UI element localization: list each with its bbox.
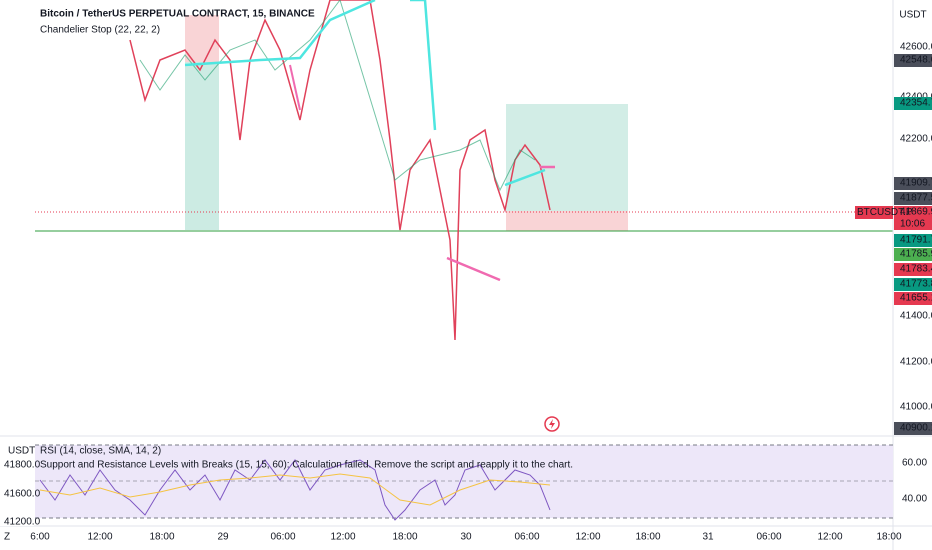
price-badge-label: 41877.5 bbox=[900, 193, 932, 204]
price-badge bbox=[894, 248, 932, 261]
price-badge bbox=[894, 234, 932, 247]
legend-symbol: Bitcoin / TetherUS PERPETUAL CONTRACT, 1… bbox=[40, 9, 315, 20]
price-badge bbox=[894, 263, 932, 276]
chandelier-line bbox=[410, 0, 437, 131]
rsi-tick: 40.00 bbox=[902, 494, 927, 505]
symbol-label: BTCUSDT.P bbox=[857, 207, 913, 218]
price-badge-label: 40900.1 bbox=[900, 423, 932, 434]
price-badge-label: 41655.1 bbox=[900, 293, 932, 304]
price-badge bbox=[894, 177, 932, 190]
price-badge bbox=[894, 422, 932, 435]
price-tick: 41400.0 bbox=[900, 311, 932, 322]
corner-button: Z bbox=[4, 532, 10, 543]
price-series bbox=[139, 0, 536, 192]
price-badge bbox=[894, 278, 932, 291]
left-tick: 41600.0 bbox=[4, 489, 41, 500]
time-label: 18:00 bbox=[876, 532, 901, 543]
alert-icon bbox=[549, 419, 555, 429]
target-zone bbox=[506, 104, 628, 211]
price-badge bbox=[894, 192, 932, 205]
price-tick: 41000.0 bbox=[900, 402, 932, 413]
time-label: 18:00 bbox=[149, 532, 174, 543]
time-label: 6:00 bbox=[30, 532, 50, 543]
rsi-ma bbox=[39, 473, 551, 506]
time-label: 06:00 bbox=[514, 532, 539, 543]
price-badge-label: 41791.7 bbox=[900, 235, 932, 246]
symbol-badge bbox=[855, 206, 893, 219]
time-label: 18:00 bbox=[635, 532, 660, 543]
price-badge-label: 41773.8 bbox=[900, 279, 932, 290]
left-scale bbox=[0, 440, 34, 526]
price-currency: USDT bbox=[899, 10, 926, 21]
time-label: 31 bbox=[702, 532, 714, 543]
time-label: 12:00 bbox=[330, 532, 355, 543]
price-badge-label: 41785.9 bbox=[900, 249, 932, 260]
price-badge bbox=[894, 54, 932, 67]
left-tick: 41800.0 bbox=[4, 460, 41, 471]
chandelier-line bbox=[504, 168, 546, 187]
rsi-tick: 60.00 bbox=[902, 458, 927, 469]
price-series bbox=[129, 0, 551, 341]
left-currency: USDT bbox=[8, 446, 35, 457]
price-badge-label: 42548.6 bbox=[900, 55, 932, 66]
chandelier-line bbox=[446, 256, 501, 282]
price-badge-label: 41869.9 bbox=[900, 207, 932, 218]
price-badge bbox=[894, 206, 932, 230]
left-tick: 41200.0 bbox=[4, 517, 41, 528]
price-badge bbox=[894, 97, 932, 110]
alert-icon[interactable] bbox=[544, 416, 560, 432]
price-tick: 42600.0 bbox=[900, 42, 932, 53]
price-badge-label: 41909.7 bbox=[900, 178, 932, 189]
chandelier-line bbox=[184, 0, 376, 67]
time-label: 30 bbox=[460, 532, 472, 543]
stop-zone bbox=[185, 15, 219, 62]
price-tick: 42200.0 bbox=[900, 134, 932, 145]
legend-indicator: Chandelier Stop (22, 22, 2) bbox=[40, 25, 160, 36]
sr-legend: Support and Resistance Levels with Break… bbox=[40, 460, 573, 471]
price-tick: 41200.0 bbox=[900, 357, 932, 368]
time-label: 06:00 bbox=[756, 532, 781, 543]
time-label: 12:00 bbox=[87, 532, 112, 543]
price-badge-label: 41783.4 bbox=[900, 264, 932, 275]
price-badge bbox=[894, 292, 932, 305]
chandelier-line bbox=[289, 64, 301, 111]
time-label: 12:00 bbox=[817, 532, 842, 543]
time-label: 18:00 bbox=[392, 532, 417, 543]
time-label: 12:00 bbox=[575, 532, 600, 543]
stop-zone bbox=[506, 211, 628, 231]
rsi-legend: RSI (14, close, SMA, 14, 2) bbox=[40, 446, 161, 457]
countdown: 10:06 bbox=[900, 219, 925, 230]
target-zone bbox=[185, 62, 219, 230]
price-badge-label: 42354.7 bbox=[900, 98, 932, 109]
rsi-line bbox=[39, 459, 551, 521]
time-label: 29 bbox=[217, 532, 229, 543]
time-label: 06:00 bbox=[270, 532, 295, 543]
